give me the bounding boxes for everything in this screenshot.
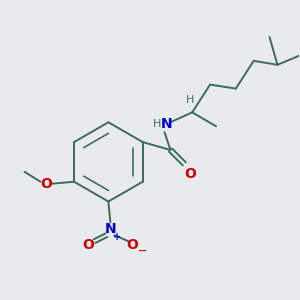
Text: O: O [184,167,196,181]
Text: O: O [82,238,94,252]
Text: O: O [126,238,138,252]
Text: N: N [161,117,172,131]
Text: −: − [137,246,147,256]
Text: H: H [186,95,194,106]
Text: +: + [113,232,122,242]
Text: N: N [105,222,116,236]
Text: O: O [40,177,52,191]
Text: H: H [152,119,161,129]
